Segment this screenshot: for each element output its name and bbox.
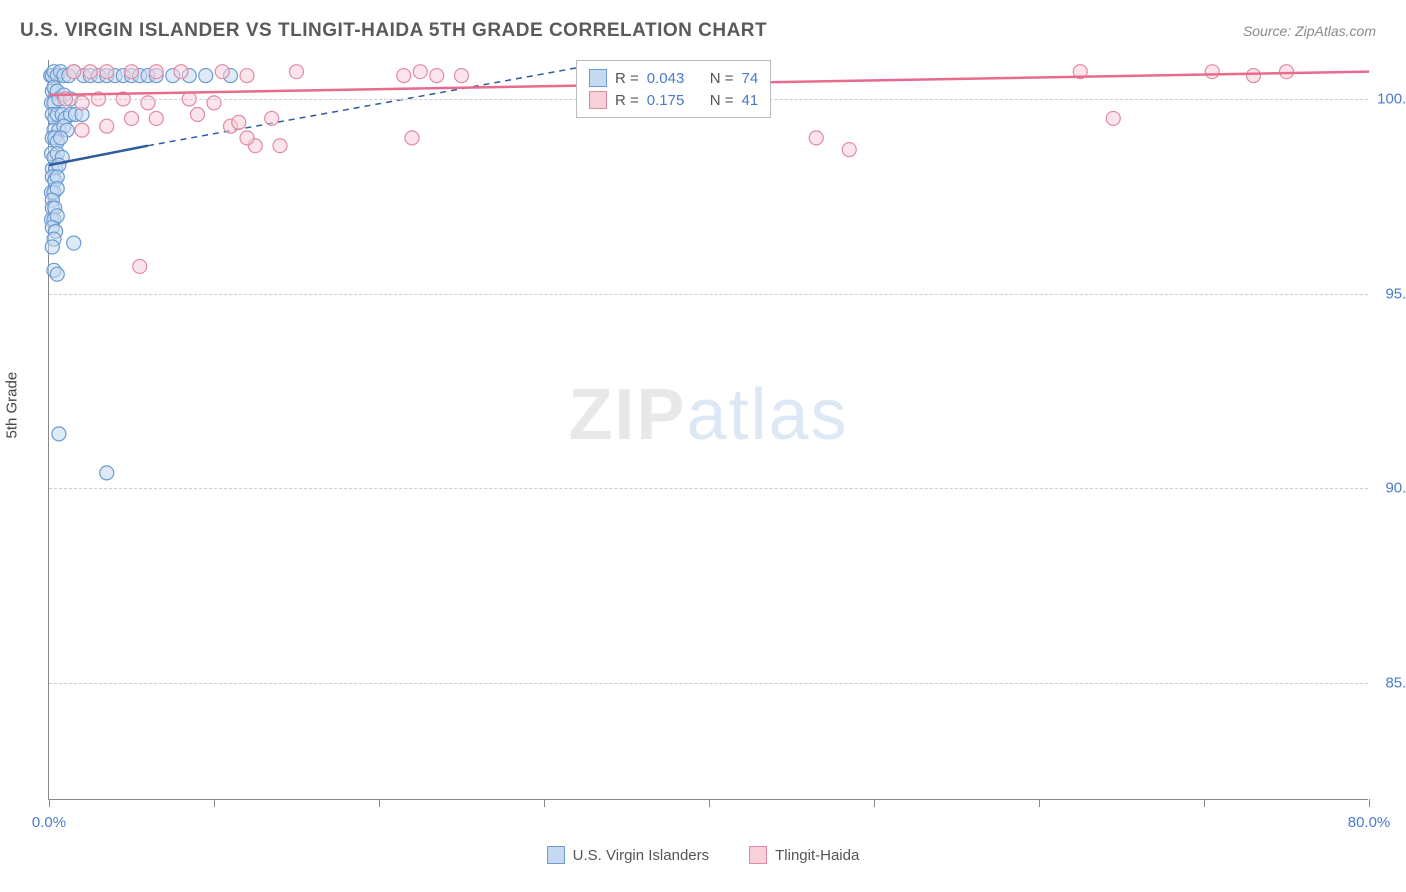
data-point: [405, 131, 419, 145]
data-point: [67, 65, 81, 79]
legend-label-0: U.S. Virgin Islanders: [573, 847, 709, 864]
data-point: [1205, 65, 1219, 79]
xtick-label: 80.0%: [1348, 814, 1391, 831]
legend-item-series-1: Tlingit-Haida: [749, 846, 859, 864]
data-point: [100, 466, 114, 480]
ytick-label: 90.0%: [1385, 480, 1406, 497]
source-attribution: Source: ZipAtlas.com: [1243, 23, 1376, 39]
gridline-h: [49, 294, 1368, 295]
legend-label-1: Tlingit-Haida: [775, 847, 859, 864]
xtick: [214, 799, 215, 807]
xtick: [1369, 799, 1370, 807]
legend-row: R = 0.043 N = 74: [589, 67, 758, 89]
page-title: U.S. VIRGIN ISLANDER VS TLINGIT-HAIDA 5T…: [20, 20, 767, 42]
legend-r-label: R =: [615, 92, 639, 109]
legend-swatch-1: [749, 846, 767, 864]
legend-row: R = 0.175 N = 41: [589, 89, 758, 111]
xtick: [544, 799, 545, 807]
legend-swatch-0: [547, 846, 565, 864]
y-axis-label: 5th Grade: [4, 372, 21, 439]
chart-plot-area: ZIPatlas 85.0%90.0%95.0%100.0%0.0%80.0%: [48, 60, 1368, 800]
data-point: [809, 131, 823, 145]
legend-n-value: 74: [742, 70, 759, 87]
data-point: [83, 65, 97, 79]
ytick-label: 85.0%: [1385, 675, 1406, 692]
data-point: [54, 131, 68, 145]
data-point: [240, 69, 254, 83]
xtick-label: 0.0%: [32, 814, 66, 831]
xtick: [379, 799, 380, 807]
ytick-label: 100.0%: [1377, 90, 1406, 107]
xtick: [49, 799, 50, 807]
data-point: [842, 143, 856, 157]
data-point: [75, 123, 89, 137]
data-point: [455, 69, 469, 83]
legend-swatch: [589, 69, 607, 87]
gridline-h: [49, 683, 1368, 684]
data-point: [75, 96, 89, 110]
scatter-plot-svg: [49, 60, 1368, 799]
data-point: [430, 69, 444, 83]
data-point: [199, 69, 213, 83]
data-point: [1280, 65, 1294, 79]
data-point: [240, 131, 254, 145]
gridline-h: [49, 488, 1368, 489]
ytick-label: 95.0%: [1385, 285, 1406, 302]
data-point: [100, 119, 114, 133]
data-point: [67, 236, 81, 250]
data-point: [232, 115, 246, 129]
data-point: [413, 65, 427, 79]
legend-r-label: R =: [615, 70, 639, 87]
legend-n-label: N =: [710, 70, 734, 87]
data-point: [215, 65, 229, 79]
legend-n-label: N =: [710, 92, 734, 109]
data-point: [133, 259, 147, 273]
xtick: [1204, 799, 1205, 807]
correlation-legend-box: R = 0.043 N = 74 R = 0.175 N = 41: [576, 60, 771, 118]
data-point: [52, 427, 66, 441]
data-point: [125, 65, 139, 79]
data-point: [45, 240, 59, 254]
xtick: [874, 799, 875, 807]
bottom-legend: U.S. Virgin Islanders Tlingit-Haida: [0, 846, 1406, 864]
legend-r-value: 0.175: [647, 92, 702, 109]
data-point: [50, 267, 64, 281]
xtick: [709, 799, 710, 807]
data-point: [149, 111, 163, 125]
data-point: [207, 96, 221, 110]
xtick: [1039, 799, 1040, 807]
data-point: [100, 65, 114, 79]
data-point: [273, 139, 287, 153]
legend-swatch: [589, 91, 607, 109]
data-point: [174, 65, 188, 79]
legend-r-value: 0.043: [647, 70, 702, 87]
legend-item-series-0: U.S. Virgin Islanders: [547, 846, 709, 864]
data-point: [149, 65, 163, 79]
data-point: [125, 111, 139, 125]
data-point: [191, 108, 205, 122]
data-point: [290, 65, 304, 79]
data-point: [265, 111, 279, 125]
data-point: [141, 96, 155, 110]
data-point: [397, 69, 411, 83]
data-point: [1106, 111, 1120, 125]
legend-n-value: 41: [742, 92, 759, 109]
data-point: [1247, 69, 1261, 83]
